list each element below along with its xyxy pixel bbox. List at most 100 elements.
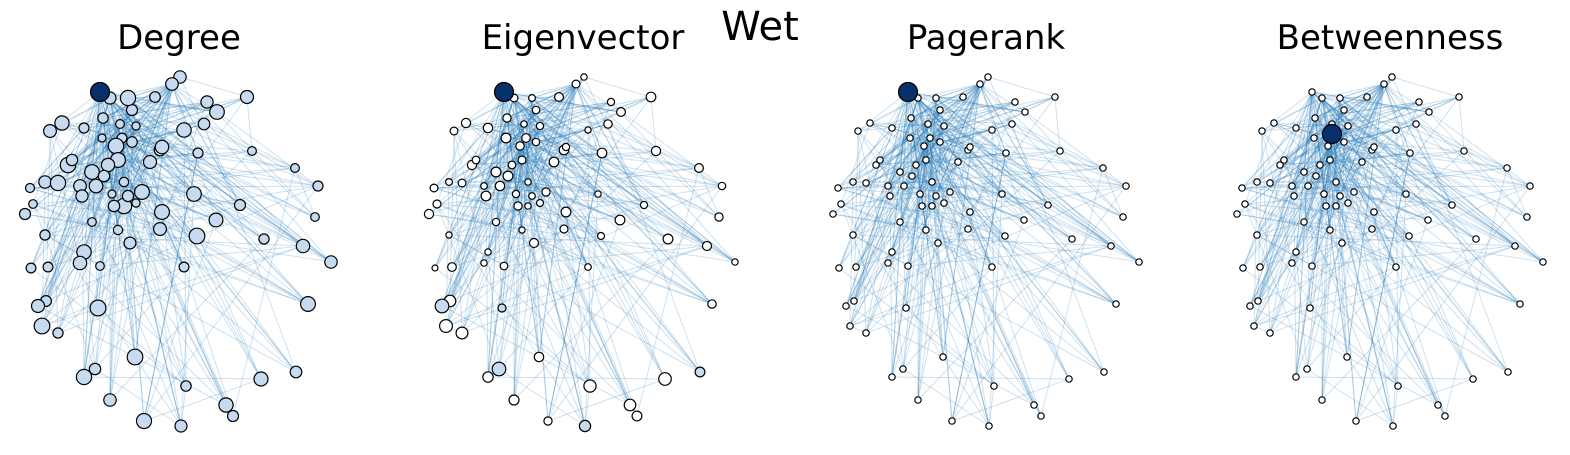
edge [1253, 137, 1335, 327]
edge [535, 109, 603, 154]
edge [99, 91, 195, 195]
node [988, 126, 996, 134]
edge [121, 101, 208, 139]
edge [498, 368, 586, 427]
edge [495, 149, 565, 173]
edge [889, 97, 937, 197]
edge [939, 109, 1007, 154]
edge [923, 129, 993, 147]
edge [1321, 145, 1329, 401]
edge [907, 91, 1140, 263]
edge [527, 181, 549, 422]
node [984, 73, 992, 81]
edge [1343, 123, 1417, 143]
edge [1314, 101, 1420, 119]
edge [465, 97, 515, 124]
edge [24, 137, 123, 215]
edge [109, 97, 163, 213]
edge [453, 117, 508, 132]
edge [923, 125, 945, 147]
edge [97, 307, 187, 387]
edge [931, 129, 993, 183]
edge [1418, 101, 1528, 218]
edge [910, 117, 931, 139]
edge [511, 137, 527, 166]
edge [216, 111, 319, 187]
edge [525, 83, 577, 139]
edge [1331, 96, 1368, 125]
edge [1331, 123, 1544, 263]
edge [903, 149, 969, 187]
node [1389, 422, 1397, 430]
edge [99, 91, 185, 268]
edge [1249, 97, 1323, 307]
edge [1321, 83, 1385, 99]
node [457, 178, 467, 188]
edge [987, 76, 1056, 98]
edge [117, 159, 198, 237]
edge [1295, 137, 1335, 253]
edge [495, 83, 577, 223]
node [964, 225, 972, 233]
edge [91, 83, 173, 223]
edge [1339, 97, 1508, 169]
node [533, 351, 545, 363]
edge [1329, 97, 1341, 231]
edge [929, 137, 969, 230]
edge [929, 137, 1073, 240]
node [180, 380, 192, 392]
edge [929, 83, 981, 139]
node [862, 329, 870, 337]
edge [517, 205, 713, 305]
edge [891, 91, 909, 378]
edge [1347, 125, 1407, 195]
edge [129, 242, 309, 305]
edge [79, 161, 151, 264]
node [460, 117, 472, 129]
edge [1323, 193, 1521, 305]
edge [171, 83, 199, 154]
node [521, 133, 531, 143]
edge [1293, 195, 1297, 378]
edge [979, 83, 1049, 206]
edge [910, 117, 913, 177]
edge [1244, 122, 1275, 205]
edge [1291, 229, 1331, 264]
node [97, 169, 111, 183]
node [480, 182, 488, 190]
edge [525, 137, 547, 193]
edge [525, 101, 612, 139]
edge [1347, 125, 1397, 131]
edge [1321, 97, 1349, 204]
edge [1314, 117, 1373, 151]
edge [539, 125, 599, 195]
edge [698, 167, 720, 218]
edge [929, 96, 1056, 139]
edge [899, 141, 941, 173]
edge [943, 125, 1003, 195]
edge [1347, 125, 1474, 380]
edge [1311, 91, 1341, 99]
edge [1333, 96, 1460, 139]
node [239, 89, 255, 105]
edge [1314, 117, 1317, 177]
edge [857, 130, 867, 334]
edge [1346, 83, 1385, 358]
node [707, 299, 717, 309]
edge [838, 97, 919, 269]
edge [483, 123, 525, 187]
edge [1355, 152, 1411, 422]
node [916, 190, 924, 198]
node [1318, 396, 1326, 404]
edge [506, 101, 612, 119]
node [33, 317, 51, 335]
edge [109, 97, 309, 305]
edge [832, 181, 933, 215]
edge [525, 101, 612, 139]
edge [1303, 221, 1399, 387]
node [431, 264, 439, 272]
edge [513, 97, 541, 127]
edge [506, 117, 517, 195]
edge [907, 91, 1112, 247]
edge [1355, 219, 1429, 422]
